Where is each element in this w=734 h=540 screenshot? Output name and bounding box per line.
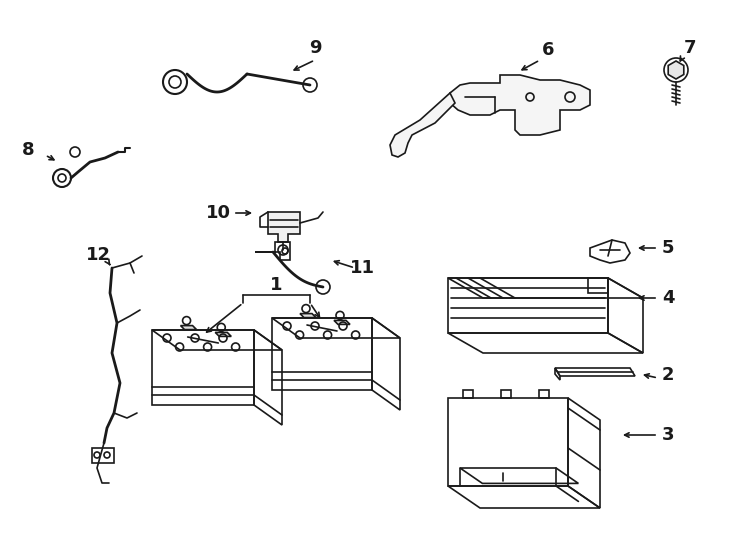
Text: 3: 3: [662, 426, 675, 444]
Polygon shape: [390, 93, 455, 157]
Polygon shape: [215, 333, 231, 336]
Polygon shape: [300, 314, 316, 318]
Polygon shape: [450, 75, 590, 135]
Text: 4: 4: [662, 289, 675, 307]
Text: 7: 7: [684, 39, 697, 57]
Text: 6: 6: [542, 41, 554, 59]
Text: 11: 11: [349, 259, 374, 277]
Text: 5: 5: [662, 239, 675, 257]
Polygon shape: [181, 326, 197, 329]
Polygon shape: [334, 320, 350, 325]
Text: 12: 12: [85, 246, 111, 264]
Polygon shape: [268, 212, 300, 242]
Text: 2: 2: [662, 366, 675, 384]
Text: 8: 8: [22, 141, 34, 159]
Text: 10: 10: [206, 204, 230, 222]
Text: 1: 1: [270, 276, 283, 294]
Polygon shape: [668, 61, 684, 79]
Text: 9: 9: [309, 39, 321, 57]
